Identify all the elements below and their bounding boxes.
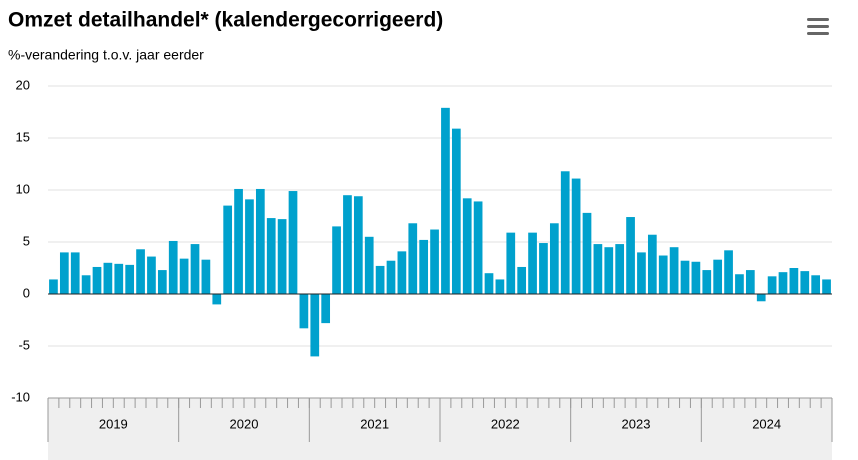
bar bbox=[321, 294, 331, 324]
bar bbox=[310, 294, 320, 357]
bar bbox=[397, 251, 407, 294]
bar bbox=[136, 249, 145, 294]
bar bbox=[332, 226, 341, 294]
bar bbox=[125, 264, 135, 294]
bar bbox=[386, 260, 396, 294]
bar bbox=[658, 255, 668, 294]
x-group-label: 2021 bbox=[360, 416, 389, 431]
y-tick-label: 10 bbox=[16, 181, 30, 196]
bar bbox=[364, 236, 374, 294]
y-tick-label: -5 bbox=[18, 337, 30, 352]
bar bbox=[484, 273, 494, 294]
bar bbox=[647, 234, 657, 294]
y-tick-label: 0 bbox=[23, 285, 30, 300]
bar bbox=[212, 294, 222, 305]
bar bbox=[49, 279, 58, 294]
bar bbox=[375, 265, 385, 294]
bar bbox=[778, 272, 788, 294]
bar bbox=[114, 263, 124, 294]
menu-line bbox=[807, 32, 829, 35]
bar bbox=[767, 276, 777, 294]
y-tick-label: -10 bbox=[11, 389, 30, 404]
y-tick-label: 15 bbox=[16, 129, 30, 144]
bar bbox=[462, 198, 472, 294]
bar bbox=[593, 244, 603, 294]
bar bbox=[266, 218, 276, 294]
bar bbox=[103, 262, 113, 294]
bar bbox=[441, 107, 450, 294]
bar bbox=[713, 259, 723, 294]
bar bbox=[353, 196, 363, 294]
bar bbox=[528, 232, 537, 294]
bar bbox=[756, 294, 766, 302]
x-group-label: 2024 bbox=[752, 416, 781, 431]
bar bbox=[201, 259, 211, 294]
bar bbox=[495, 279, 505, 294]
bar bbox=[800, 271, 810, 294]
bar bbox=[637, 252, 646, 294]
bar bbox=[582, 212, 592, 294]
bar bbox=[277, 219, 287, 294]
bar bbox=[669, 247, 679, 294]
bar bbox=[560, 171, 570, 294]
bar bbox=[59, 252, 69, 294]
bar bbox=[223, 205, 233, 294]
bar bbox=[343, 195, 352, 294]
bar bbox=[190, 244, 200, 294]
bar bbox=[234, 188, 243, 294]
menu-line bbox=[807, 18, 829, 21]
bar bbox=[680, 260, 690, 294]
bar bbox=[745, 270, 755, 294]
x-group-label: 2022 bbox=[491, 416, 520, 431]
bar bbox=[255, 188, 265, 294]
bar bbox=[517, 266, 527, 294]
bar bbox=[811, 275, 821, 294]
bar bbox=[92, 266, 102, 294]
bar bbox=[168, 240, 178, 294]
bar bbox=[735, 274, 744, 294]
bar bbox=[822, 279, 831, 294]
x-group-label: 2020 bbox=[230, 416, 259, 431]
bar bbox=[539, 243, 548, 294]
bar bbox=[288, 191, 298, 294]
bar bbox=[299, 294, 309, 329]
bar bbox=[506, 232, 516, 294]
chart-title: Omzet detailhandel* (kalendergecorrigeer… bbox=[8, 9, 443, 32]
y-tick-label: 20 bbox=[16, 77, 30, 92]
bar bbox=[70, 252, 80, 294]
bar bbox=[724, 250, 733, 294]
x-group-label: 2019 bbox=[99, 416, 128, 431]
bar bbox=[615, 244, 625, 294]
bar bbox=[549, 223, 559, 294]
bar bbox=[702, 270, 712, 294]
bar bbox=[179, 258, 189, 294]
x-group-label: 2023 bbox=[622, 416, 651, 431]
bar bbox=[604, 247, 614, 294]
bar bbox=[245, 199, 254, 294]
bar bbox=[451, 128, 461, 294]
bar bbox=[419, 239, 429, 294]
bar bbox=[691, 261, 701, 294]
bar bbox=[430, 229, 439, 294]
y-tick-label: 5 bbox=[23, 233, 30, 248]
menu-line bbox=[807, 25, 829, 28]
bar bbox=[473, 201, 483, 294]
chart-subtitle: %-verandering t.o.v. jaar eerder bbox=[8, 47, 204, 63]
bar bbox=[626, 217, 635, 294]
bar bbox=[147, 256, 156, 294]
menu-icon[interactable] bbox=[807, 18, 829, 35]
bar bbox=[571, 178, 581, 294]
bar bbox=[789, 268, 799, 294]
bar bbox=[157, 270, 167, 294]
bar bbox=[81, 275, 91, 294]
bar bbox=[408, 223, 418, 294]
